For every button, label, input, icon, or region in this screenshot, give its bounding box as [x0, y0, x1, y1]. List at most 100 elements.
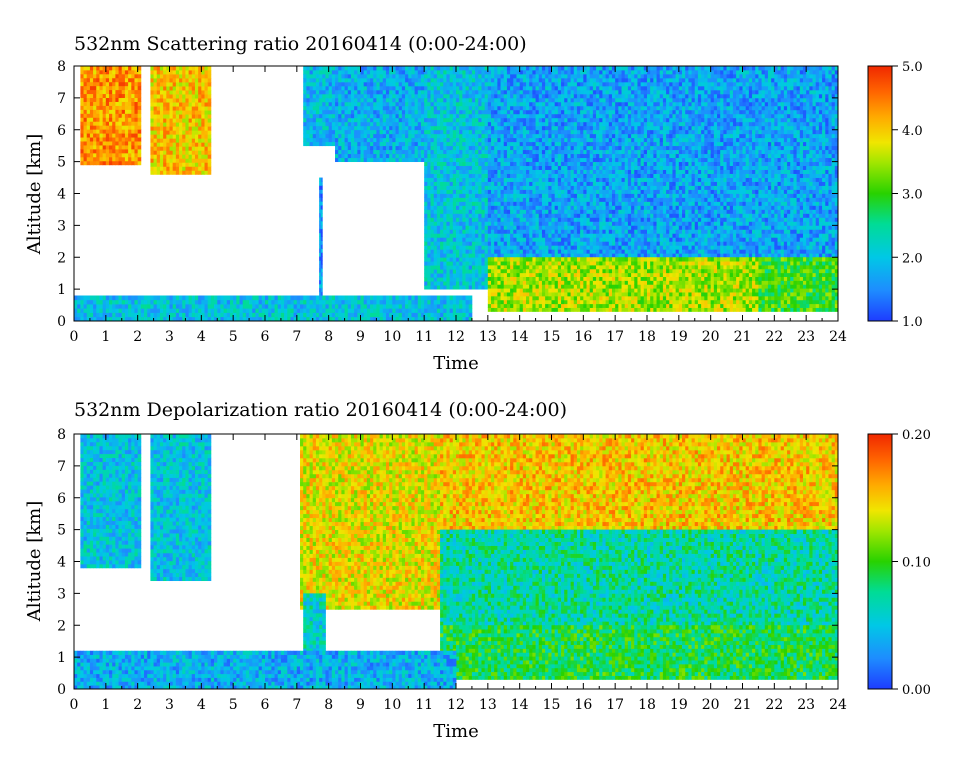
heatmap-cell [185, 166, 189, 171]
heatmap-cell [545, 225, 549, 230]
heatmap-cell [201, 150, 205, 155]
heatmap-cell [513, 185, 517, 190]
heatmap-cell [440, 225, 444, 230]
heatmap-cell [602, 221, 607, 226]
heatmap-cell [319, 129, 323, 135]
heatmap-cell [102, 85, 107, 91]
heatmap-cell [497, 137, 501, 143]
heatmap-cell [335, 109, 339, 115]
heatmap-cell [471, 145, 476, 151]
heatmap-cell [551, 121, 556, 127]
heatmap-cell [408, 93, 412, 99]
heatmap-cell [538, 197, 543, 202]
heatmap-cell [363, 89, 368, 95]
heatmap-cell [319, 69, 323, 75]
heatmap-cell [557, 249, 562, 254]
heatmap-cell [554, 137, 559, 143]
heatmap-cell [118, 152, 123, 158]
heatmap-cell [395, 85, 400, 91]
heatmap-cell [554, 173, 559, 178]
heatmap-cell [478, 209, 482, 214]
heatmap-cell [201, 162, 205, 167]
heatmap-cell [204, 78, 209, 83]
heatmap-cell [599, 157, 603, 163]
heatmap-cell [580, 253, 584, 258]
heatmap-cell [522, 129, 527, 135]
heatmap-cell [526, 141, 530, 147]
heatmap-cell [363, 137, 368, 143]
heatmap-cell [456, 125, 460, 131]
heatmap-cell [513, 157, 517, 163]
heatmap-cell [456, 185, 460, 190]
heatmap-cell [303, 133, 307, 139]
heatmap-cell [449, 137, 454, 143]
heatmap-cell [452, 213, 457, 218]
heatmap-cell [347, 133, 352, 139]
heatmap-cell [510, 189, 514, 194]
heatmap-cell [118, 160, 123, 166]
heatmap-cell [576, 141, 581, 147]
heatmap-cell [93, 77, 97, 83]
heatmap-cell [427, 281, 431, 286]
heatmap-cell [535, 69, 540, 75]
heatmap-cell [395, 149, 400, 155]
heatmap-cell [335, 157, 339, 163]
heatmap-cell [182, 162, 186, 167]
heatmap-cell [350, 129, 355, 135]
heatmap-cell [424, 161, 428, 167]
heatmap-cell [163, 102, 167, 107]
heatmap-cell [487, 117, 492, 123]
heatmap-cell [207, 86, 212, 91]
heatmap-cell [573, 205, 578, 210]
heatmap-cell [207, 90, 212, 95]
heatmap-cell [564, 129, 568, 135]
heatmap-cell [576, 161, 581, 167]
heatmap-cell [545, 193, 549, 198]
heatmap-cell [436, 273, 441, 278]
heatmap-cell [436, 141, 441, 147]
heatmap-cell [89, 101, 94, 106]
heatmap-cell [573, 241, 578, 246]
heatmap-cell [519, 113, 524, 119]
heatmap-cell [497, 217, 501, 222]
heatmap-cell [459, 133, 463, 139]
heatmap-cell [605, 149, 610, 155]
heatmap-cell [573, 125, 578, 131]
heatmap-cell [115, 117, 119, 122]
heatmap-cell [471, 249, 476, 254]
heatmap-cell [134, 160, 139, 166]
heatmap-cell [468, 125, 473, 131]
heatmap-cell [338, 77, 342, 83]
heatmap-cell [433, 233, 438, 238]
heatmap-cell [580, 81, 584, 87]
heatmap-cell [564, 141, 568, 147]
heatmap-cell [366, 77, 371, 83]
heatmap-cell [449, 205, 454, 210]
heatmap-cell [538, 225, 543, 230]
heatmap-cell [551, 89, 556, 95]
heatmap-cell [589, 73, 594, 79]
heatmap-cell [589, 233, 594, 238]
heatmap-cell [573, 221, 578, 226]
heatmap-cell [510, 205, 514, 210]
heatmap-cell [529, 205, 533, 210]
heatmap-cell [446, 149, 451, 155]
heatmap-cell [596, 121, 600, 127]
heatmap-cell [322, 66, 326, 71]
heatmap-cell [121, 73, 126, 79]
heatmap-cell [331, 73, 336, 79]
heatmap-cell [516, 229, 521, 234]
heatmap-cell [370, 129, 374, 135]
heatmap-cell [583, 105, 587, 111]
heatmap-cell [347, 145, 352, 151]
heatmap-cell [519, 185, 524, 190]
heatmap-cell [541, 73, 546, 79]
heatmap-cell [586, 225, 591, 230]
heatmap-cell [510, 121, 514, 127]
heatmap-cell [462, 145, 466, 151]
heatmap-cell [395, 97, 400, 103]
heatmap-region [150, 66, 212, 175]
heatmap-cell [417, 153, 422, 159]
heatmap-cell [497, 149, 501, 155]
heatmap-cell [567, 97, 571, 103]
